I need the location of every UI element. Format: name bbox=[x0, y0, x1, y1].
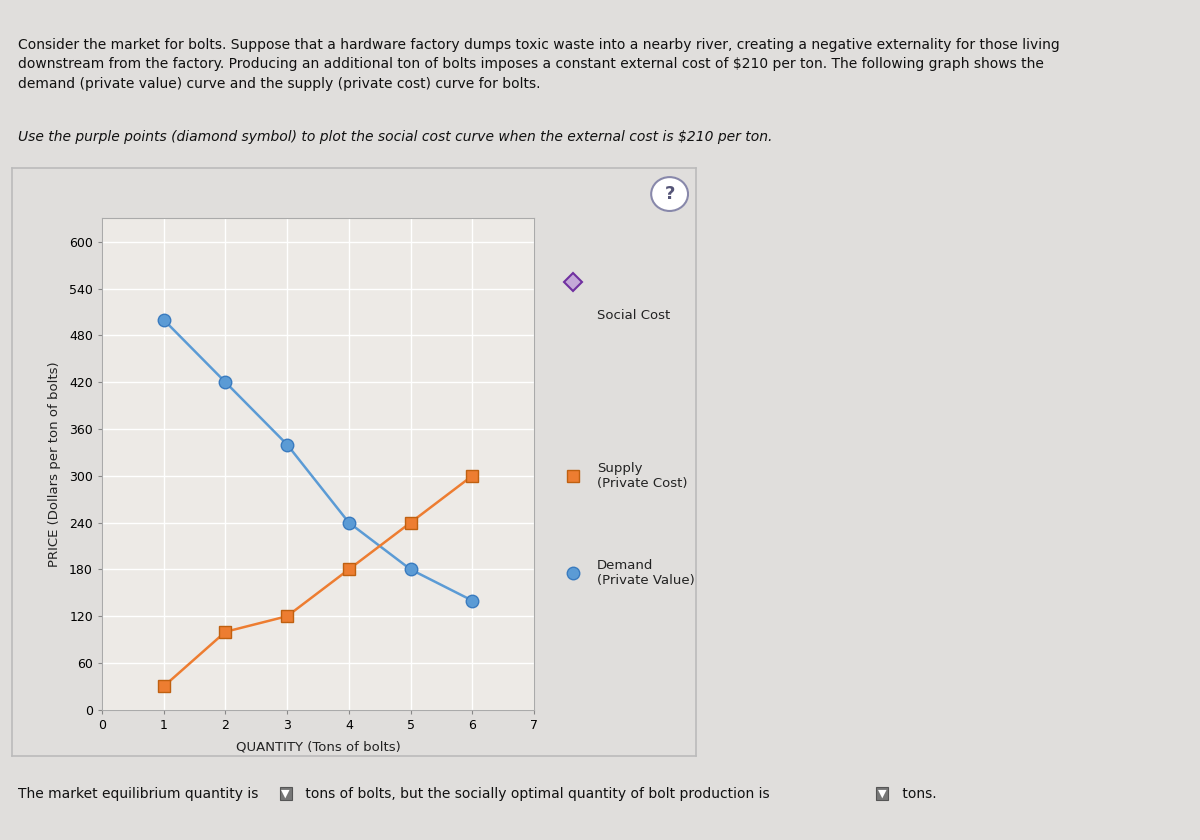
Text: The market equilibrium quantity is: The market equilibrium quantity is bbox=[18, 787, 263, 801]
Text: ▼: ▼ bbox=[281, 789, 290, 799]
Text: Use the purple points (diamond symbol) to plot the social cost curve when the ex: Use the purple points (diamond symbol) t… bbox=[18, 130, 773, 144]
Circle shape bbox=[652, 177, 688, 211]
Text: Consider the market for bolts. Suppose that a hardware factory dumps toxic waste: Consider the market for bolts. Suppose t… bbox=[18, 38, 1060, 91]
Text: tons.: tons. bbox=[898, 787, 936, 801]
Text: Social Cost: Social Cost bbox=[598, 309, 671, 322]
Text: ?: ? bbox=[665, 185, 674, 203]
Y-axis label: PRICE (Dollars per ton of bolts): PRICE (Dollars per ton of bolts) bbox=[48, 361, 61, 567]
Text: tons of bolts, but the socially optimal quantity of bolt production is: tons of bolts, but the socially optimal … bbox=[301, 787, 774, 801]
Text: ▼: ▼ bbox=[877, 789, 887, 799]
Text: Demand
(Private Value): Demand (Private Value) bbox=[598, 559, 695, 587]
X-axis label: QUANTITY (Tons of bolts): QUANTITY (Tons of bolts) bbox=[235, 740, 401, 753]
Text: Supply
(Private Cost): Supply (Private Cost) bbox=[598, 462, 688, 490]
